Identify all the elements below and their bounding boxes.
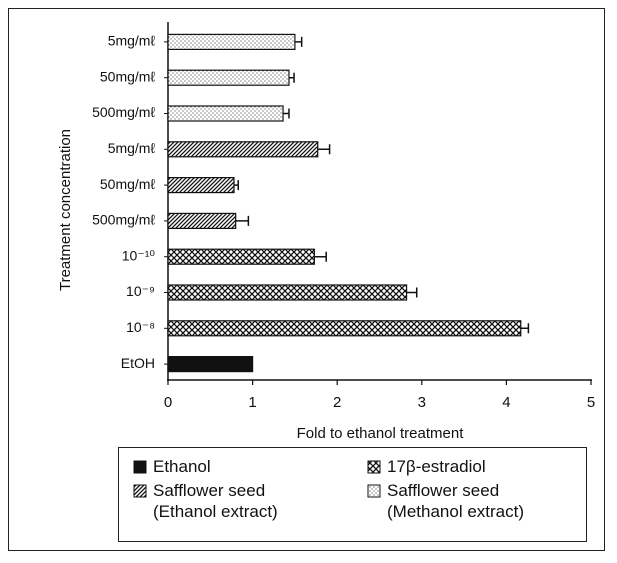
y-tick-label: 5mg/mℓ <box>108 140 156 156</box>
bar <box>167 320 522 337</box>
legend-label: Ethanol <box>153 457 211 476</box>
error-bar <box>235 215 250 226</box>
x-tick-label: 5 <box>587 394 595 411</box>
legend-swatch <box>133 484 147 498</box>
x-tick-label: 3 <box>418 394 426 411</box>
legend-label: Safflower seed (Methanol extract) <box>387 481 524 521</box>
bar <box>167 356 254 373</box>
y-tick-label: 500mg/mℓ <box>92 212 155 228</box>
bar <box>167 105 284 122</box>
legend-label: 17β-estradiol <box>387 457 486 476</box>
y-tick-label: 5mg/mℓ <box>108 33 156 49</box>
bar <box>167 69 290 86</box>
y-tick-label: 500mg/mℓ <box>92 104 155 120</box>
error-bar <box>283 108 290 119</box>
x-tick-label: 4 <box>502 394 510 411</box>
y-tick-label: EtOH <box>121 355 155 371</box>
bar <box>167 177 235 194</box>
legend-swatch-box <box>367 484 381 498</box>
bar <box>167 141 319 158</box>
x-tick-label: 0 <box>164 394 172 411</box>
bar <box>167 212 237 229</box>
legend-item: Safflower seed (Methanol extract) <box>367 480 524 522</box>
error-bar <box>233 180 239 191</box>
y-axis-label: Treatment concentration <box>57 129 74 291</box>
x-tick-label: 2 <box>333 394 341 411</box>
legend-item: Ethanol <box>133 456 211 477</box>
y-tick-label: 10⁻⁹ <box>126 283 155 299</box>
y-tick-label: 50mg/mℓ <box>100 176 156 192</box>
error-bar <box>317 144 331 155</box>
legend-item: Safflower seed (Ethanol extract) <box>133 480 278 522</box>
legend-swatch <box>367 484 381 498</box>
legend: Ethanol 17β-estradiol Safflower seed (Etha… <box>118 447 587 542</box>
y-tick-label: 10⁻¹⁰ <box>122 247 156 263</box>
error-bar <box>288 72 295 83</box>
bar <box>167 248 315 265</box>
error-bar <box>406 287 418 298</box>
bar <box>167 33 296 51</box>
error-bar <box>294 36 303 47</box>
legend-label: Safflower seed (Ethanol extract) <box>153 481 278 521</box>
x-tick-label: 1 <box>248 394 256 411</box>
x-axis-label: Fold to ethanol treatment <box>297 425 465 442</box>
legend-item: 17β-estradiol <box>367 456 486 477</box>
legend-swatch-box <box>133 460 147 474</box>
legend-swatch-box <box>367 460 381 474</box>
error-bar <box>520 323 530 334</box>
legend-swatch-box <box>133 484 147 498</box>
y-tick-label: 10⁻⁸ <box>126 319 155 335</box>
y-tick-label: 50mg/mℓ <box>100 68 156 84</box>
legend-swatch <box>133 460 147 474</box>
frame <box>8 8 605 551</box>
legend-swatch <box>367 460 381 474</box>
bar <box>167 284 408 301</box>
error-bar <box>314 251 327 262</box>
